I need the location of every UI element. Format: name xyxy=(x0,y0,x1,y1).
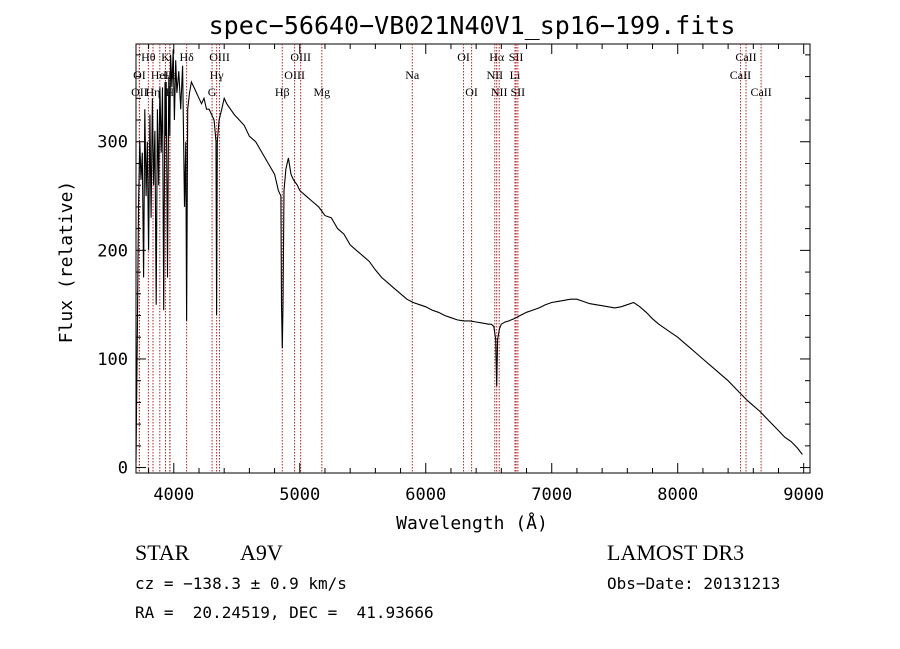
line-label: CaII xyxy=(750,85,771,99)
line-label: Hη xyxy=(146,85,161,99)
chart-title: spec−56640−VB021N40V1_sp16−199.fits xyxy=(209,11,736,40)
line-label: NII xyxy=(486,68,503,82)
line-label: OII xyxy=(131,85,148,99)
line-label: NII xyxy=(491,85,508,99)
line-label: G xyxy=(208,85,217,99)
line-label: Li xyxy=(510,68,521,82)
x-tick-label: 6000 xyxy=(405,485,446,505)
x-tick-label: 5000 xyxy=(279,485,320,505)
line-label: Hγ xyxy=(210,68,225,82)
observation-date: Obs−Date: 20131213 xyxy=(607,574,781,593)
line-label: Hα xyxy=(489,50,505,64)
line-label: HeI xyxy=(151,68,169,82)
line-label: OI xyxy=(465,85,478,99)
y-tick-label: 0 xyxy=(118,459,128,479)
x-tick-label: 7000 xyxy=(531,485,572,505)
y-tick-label: 300 xyxy=(97,133,128,153)
object-subclass: A9V xyxy=(240,540,283,565)
coordinates-text: RA = 20.24519, DEC = 41.93666 xyxy=(135,603,434,622)
x-tick-label: 9000 xyxy=(783,485,824,505)
spectrum-line xyxy=(135,49,803,463)
y-tick-label: 100 xyxy=(97,350,128,370)
x-axis-label: Wavelength (Å) xyxy=(396,512,548,534)
line-label: Hδ xyxy=(179,50,194,64)
x-tick-label: 8000 xyxy=(657,485,698,505)
line-label: SII xyxy=(511,85,526,99)
line-label: Na xyxy=(405,68,420,82)
y-axis-label: Flux (relative) xyxy=(56,181,77,344)
axis-ticks: 4000 5000 6000 7000 8000 9000 0 100 200 300 xyxy=(97,44,824,505)
plot-axes xyxy=(135,43,811,474)
line-label: OIII xyxy=(290,50,311,64)
line-label: OIII xyxy=(209,50,230,64)
survey-name: LAMOST DR3 xyxy=(607,540,745,565)
plot-frame xyxy=(135,43,811,474)
line-label: Hβ xyxy=(275,85,290,99)
y-tick-label: 200 xyxy=(97,241,128,261)
line-label: Hθ xyxy=(141,50,156,64)
line-label: SII xyxy=(509,50,524,64)
line-label: OIII xyxy=(284,68,305,82)
line-label: CaII xyxy=(735,50,756,64)
redshift-text: cz = −138.3 ± 0.9 km/s xyxy=(135,574,347,593)
line-label: OI xyxy=(457,50,470,64)
spectrum-series xyxy=(135,49,803,463)
line-label: CaII xyxy=(730,68,751,82)
line-label: Mg xyxy=(313,85,330,99)
x-tick-label: 4000 xyxy=(153,485,194,505)
line-label: K xyxy=(161,50,170,64)
object-class: STAR xyxy=(135,540,190,565)
